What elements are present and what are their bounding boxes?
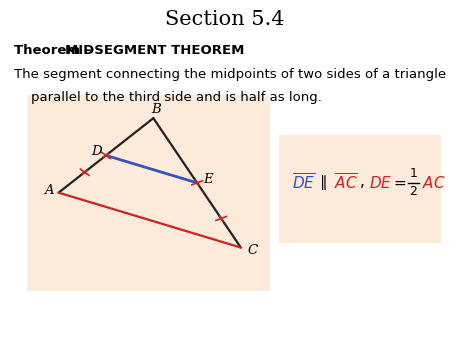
Text: $1$: $1$ [409, 167, 418, 179]
Text: $\overline{AC}$: $\overline{AC}$ [334, 172, 358, 193]
Text: $\overline{DE}$: $\overline{DE}$ [292, 172, 316, 193]
Text: Theorem –: Theorem – [14, 44, 95, 57]
Text: C: C [247, 244, 257, 257]
Text: $AC$: $AC$ [422, 174, 446, 191]
Text: The segment connecting the midpoints of two sides of a triangle is: The segment connecting the midpoints of … [14, 68, 450, 80]
Bar [27, 95, 270, 291]
Text: $\parallel$: $\parallel$ [317, 173, 328, 192]
Text: $,$: $,$ [359, 175, 364, 190]
Text: A: A [44, 185, 54, 197]
Text: parallel to the third side and is half as long.: parallel to the third side and is half a… [14, 91, 321, 104]
Text: B: B [151, 103, 161, 116]
Text: $DE$: $DE$ [369, 174, 392, 191]
Text: E: E [203, 173, 213, 186]
Bar [279, 135, 441, 243]
Text: $=$: $=$ [391, 175, 407, 190]
Text: Section 5.4: Section 5.4 [165, 10, 285, 29]
Text: MIDSEGMENT THEOREM: MIDSEGMENT THEOREM [65, 44, 245, 57]
Text: $2$: $2$ [409, 186, 418, 198]
Text: D: D [91, 145, 101, 158]
